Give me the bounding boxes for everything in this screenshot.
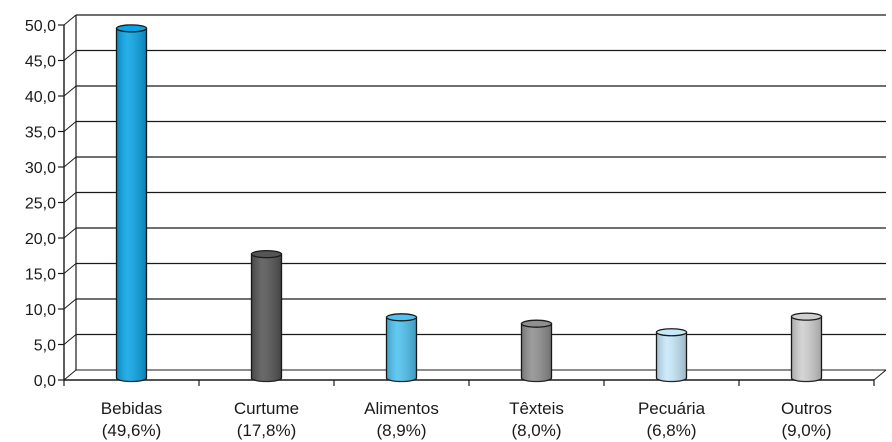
y-tick-label: 25,0 bbox=[25, 196, 56, 213]
x-axis-labels: Bebidas (49,6%) Curtume (17,8%) Alimentos (8,… bbox=[101, 399, 832, 440]
bar-top bbox=[790, 312, 823, 321]
gridline-depth bbox=[63, 14, 77, 26]
bar-top bbox=[115, 24, 148, 33]
bar-top bbox=[655, 328, 688, 337]
y-tick-label: 10,0 bbox=[25, 302, 56, 319]
y-tick-label: 15,0 bbox=[25, 267, 56, 284]
category-share-label: (8,9%) bbox=[376, 421, 426, 440]
category-share-label: (8,0%) bbox=[511, 421, 561, 440]
gridlines bbox=[63, 14, 886, 381]
gridline-depth bbox=[63, 85, 77, 97]
gridline-depth bbox=[63, 263, 77, 274]
y-axis-ticks: 0,0 5,0 10,0 15,0 20,0 25,0 30,0 35,0 40,0 45,0 50… bbox=[25, 18, 64, 390]
category-label: Alimentos bbox=[364, 399, 439, 418]
bar-shading bbox=[521, 323, 552, 382]
category-share-label: (49,6%) bbox=[102, 421, 162, 440]
gridline-depth bbox=[63, 121, 77, 132]
category-label: Outros bbox=[781, 399, 832, 418]
gridline-depth bbox=[63, 334, 77, 345]
y-tick-label: 20,0 bbox=[25, 231, 56, 248]
bar-shading bbox=[656, 332, 687, 382]
gridline-depth bbox=[63, 156, 77, 168]
bar-pecuária bbox=[655, 328, 688, 383]
y-tick-label: 50,0 bbox=[25, 18, 56, 35]
floor-right-edge bbox=[873, 369, 887, 381]
bar-bebidas bbox=[115, 24, 148, 383]
category-label: Pecuária bbox=[638, 399, 706, 418]
category-label: Bebidas bbox=[101, 399, 162, 418]
gridline-depth bbox=[63, 369, 77, 381]
bar-curtume bbox=[250, 249, 283, 383]
axes bbox=[63, 15, 887, 386]
category-share-label: (9,0%) bbox=[781, 421, 831, 440]
gridline-depth bbox=[63, 298, 77, 310]
bar-têxteis bbox=[520, 319, 553, 383]
bar-shading bbox=[116, 28, 147, 382]
category-share-label: (17,8%) bbox=[237, 421, 297, 440]
bars bbox=[115, 24, 823, 383]
category-label: Curtume bbox=[234, 399, 299, 418]
bar-shading bbox=[251, 254, 282, 382]
y-tick-label: 45,0 bbox=[25, 54, 56, 71]
y-tick-label: 40,0 bbox=[25, 89, 56, 106]
gridline-depth bbox=[63, 50, 77, 61]
y-tick-label: 5,0 bbox=[34, 338, 56, 355]
y-tick-label: 30,0 bbox=[25, 160, 56, 177]
y-tick-label: 0,0 bbox=[34, 373, 56, 390]
bar-top bbox=[520, 319, 553, 328]
bar-outros bbox=[790, 312, 823, 383]
category-label: Têxteis bbox=[509, 399, 564, 418]
gridline-depth bbox=[63, 192, 77, 203]
y-tick-label: 35,0 bbox=[25, 125, 56, 142]
bar-top bbox=[385, 313, 418, 322]
category-share-label: (6,8%) bbox=[646, 421, 696, 440]
bar-shading bbox=[386, 317, 417, 382]
bar-top bbox=[250, 249, 283, 259]
bar-shading bbox=[791, 316, 822, 382]
bar-alimentos bbox=[385, 313, 418, 383]
gridline-depth bbox=[63, 227, 77, 239]
